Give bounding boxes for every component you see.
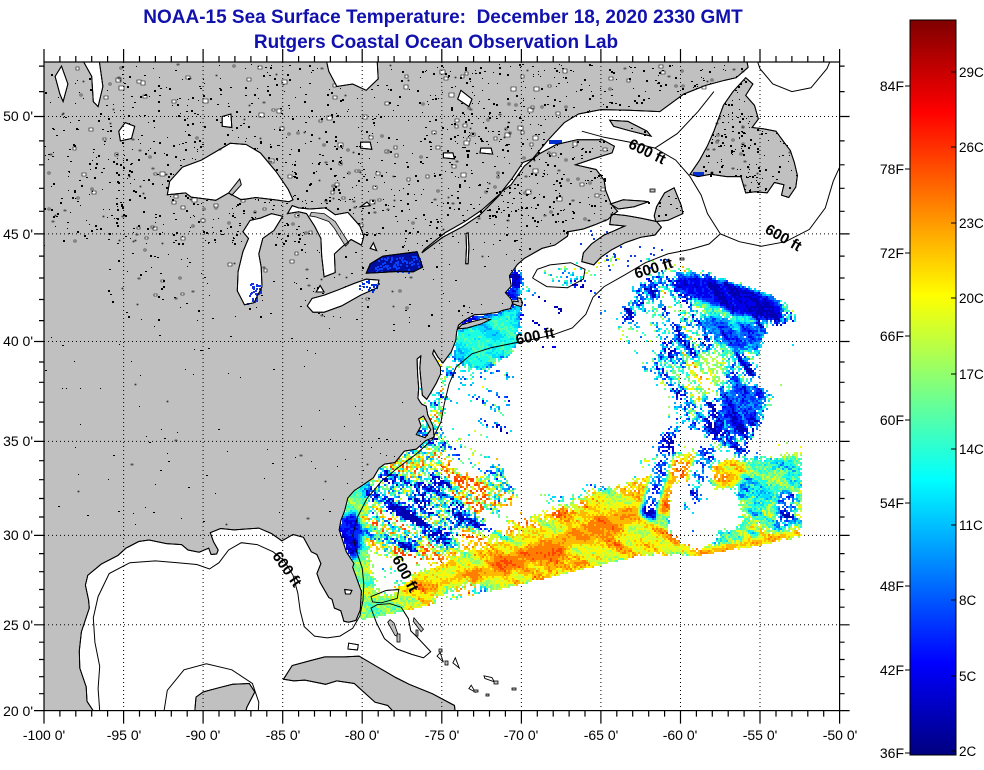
svg-text:35 0': 35 0': [3, 433, 33, 449]
svg-text:30 0': 30 0': [3, 527, 33, 543]
svg-text:17C: 17C: [959, 367, 984, 382]
svg-text:26C: 26C: [959, 140, 984, 155]
svg-text:14C: 14C: [959, 442, 984, 457]
svg-text:20 0': 20 0': [3, 703, 33, 719]
svg-text:11C: 11C: [959, 518, 983, 533]
svg-text:60F: 60F: [880, 412, 904, 428]
svg-text:84F: 84F: [880, 78, 904, 94]
svg-text:2C: 2C: [959, 744, 977, 759]
svg-text:20C: 20C: [959, 291, 984, 306]
svg-text:45 0': 45 0': [3, 226, 33, 242]
svg-text:8C: 8C: [959, 593, 977, 608]
svg-text:-55 0': -55 0': [743, 727, 778, 743]
svg-text:50 0': 50 0': [3, 108, 33, 124]
svg-text:36F: 36F: [880, 745, 904, 761]
svg-text:-75 0': -75 0': [425, 727, 460, 743]
svg-text:NOAA-15 Sea Surface Temperatur: NOAA-15 Sea Surface Temperature: Decembe…: [143, 7, 743, 28]
svg-text:-70 0': -70 0': [504, 727, 539, 743]
svg-text:23C: 23C: [959, 216, 984, 231]
svg-text:-80 0': -80 0': [345, 727, 380, 743]
svg-text:-100 0': -100 0': [23, 727, 65, 743]
svg-text:Rutgers Coastal Ocean Observat: Rutgers Coastal Ocean Observation Lab: [254, 32, 618, 53]
svg-text:42F: 42F: [880, 662, 904, 678]
svg-text:25 0': 25 0': [3, 617, 33, 633]
svg-text:72F: 72F: [880, 245, 904, 261]
svg-text:-85 0': -85 0': [266, 727, 301, 743]
svg-text:78F: 78F: [880, 161, 904, 177]
svg-text:-65 0': -65 0': [584, 727, 619, 743]
svg-text:54F: 54F: [880, 495, 904, 511]
svg-text:66F: 66F: [880, 328, 904, 344]
svg-text:-90 0': -90 0': [186, 727, 221, 743]
svg-text:5C: 5C: [959, 669, 977, 684]
svg-text:-50 0': -50 0': [823, 727, 858, 743]
svg-text:40 0': 40 0': [3, 333, 33, 349]
svg-text:-95 0': -95 0': [107, 727, 142, 743]
svg-text:29C: 29C: [959, 65, 984, 80]
svg-text:48F: 48F: [880, 578, 904, 594]
svg-text:-60 0': -60 0': [663, 727, 698, 743]
